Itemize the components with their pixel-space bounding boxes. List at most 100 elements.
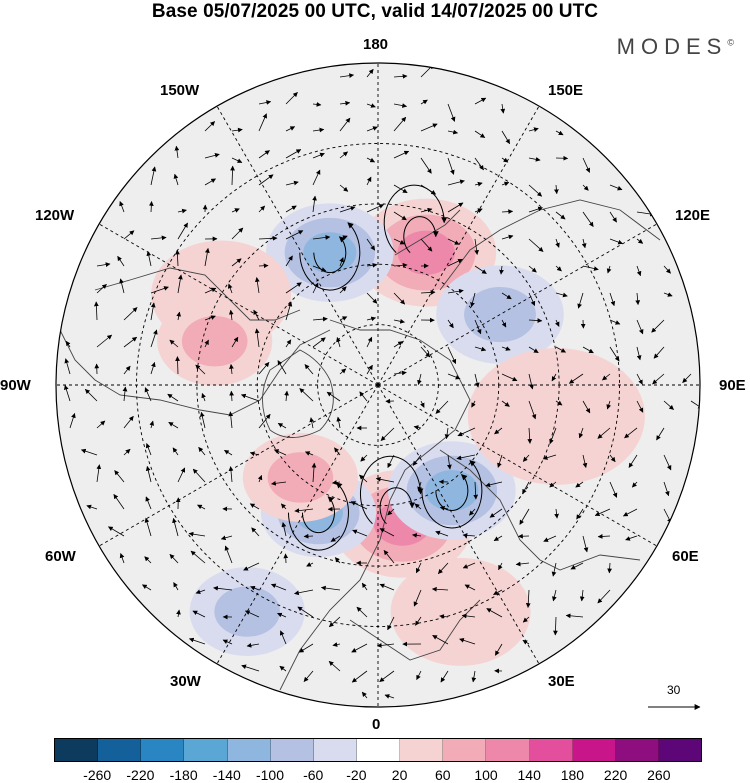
wind-vector: [254, 328, 260, 348]
wind-vector: [420, 157, 432, 174]
wind-vector: [195, 364, 206, 375]
anomaly-contour: [303, 232, 357, 274]
wind-vector: [384, 694, 395, 699]
wind-vector: [387, 454, 395, 469]
wind-vector: [279, 665, 287, 672]
lon-label-0: 0: [372, 716, 381, 733]
wind-vector: [602, 373, 611, 381]
wind-vector: [582, 346, 594, 354]
wind-vector: [144, 556, 152, 564]
wind-vector: [285, 282, 302, 294]
wind-vector: [339, 206, 356, 213]
colorbar-tick-label: 220: [603, 767, 628, 783]
wind-vector: [459, 638, 476, 645]
wind-vector: [258, 113, 267, 132]
wind-vector: [501, 130, 511, 145]
wind-vector: [123, 415, 134, 429]
wind-vector: [96, 283, 107, 294]
wind-vector: [177, 274, 183, 294]
wind-vector: [485, 481, 503, 488]
wind-vector: [311, 462, 317, 483]
wind-vector: [246, 642, 260, 648]
wind-vector: [339, 316, 348, 321]
wind-vector: [431, 586, 449, 592]
wind-vector: [177, 208, 187, 214]
wind-vector: [229, 363, 234, 375]
wind-vector: [253, 309, 260, 321]
wind-vector: [522, 639, 530, 645]
wind-vector: [167, 393, 179, 402]
wind-vector: [312, 127, 325, 133]
colorbar-cell: [98, 739, 142, 761]
wind-vector: [306, 562, 314, 567]
wind-vector: [119, 278, 125, 294]
wind-vector: [447, 319, 454, 329]
wind-vector: [285, 255, 293, 267]
circulation-streamlines: [287, 184, 483, 551]
wind-vector: [489, 508, 503, 518]
wind-vector: [379, 670, 395, 683]
wind-vector: [360, 454, 368, 462]
wind-vector: [366, 364, 373, 375]
wind-vector: [515, 561, 530, 567]
wind-vector: [497, 454, 503, 468]
wind-vector: [366, 103, 376, 108]
colorbar-tick-label: 140: [517, 767, 541, 783]
wind-vector: [594, 508, 611, 516]
wind-vector: [555, 400, 563, 406]
wind-vector: [279, 630, 287, 645]
wind-vector: [230, 165, 235, 186]
colorbar-tick-label: 60: [435, 767, 451, 783]
wind-vector: [117, 255, 125, 267]
wind-vector: [227, 283, 233, 294]
wind-vector: [93, 301, 99, 321]
wind-vector: [222, 639, 233, 645]
wind-vector: [501, 234, 514, 240]
wind-vector: [285, 180, 299, 186]
wind-vector: [631, 481, 638, 488]
wind-vector: [420, 290, 436, 295]
wind-vector: [175, 356, 180, 375]
wind-vector: [656, 427, 665, 441]
wind-vector: [198, 446, 206, 456]
wind-vector: [146, 250, 152, 267]
wind-vector: [462, 532, 476, 538]
wind-vector: [141, 584, 152, 591]
wind-vector: [96, 334, 113, 348]
circulation-swirl: [313, 236, 347, 274]
wind-vector: [243, 562, 260, 571]
circulation-swirl: [403, 216, 439, 253]
wind-vector: [150, 302, 156, 321]
wind-vector: [304, 451, 314, 456]
wind-vector: [356, 606, 368, 618]
wind-vector: [609, 346, 620, 362]
wind-vector: [471, 400, 476, 408]
wind-vector: [555, 292, 568, 298]
wind-vector: [231, 227, 244, 240]
wind-vector: [284, 390, 289, 402]
wind-vector: [312, 195, 317, 213]
wind-vector: [339, 73, 355, 79]
wind-vector: [393, 262, 408, 268]
wind-vector: [258, 205, 266, 213]
wind-vector: [435, 530, 449, 537]
wind-vector: [415, 616, 422, 626]
wind-vector: [285, 230, 304, 240]
wind-vector: [175, 249, 180, 267]
lon-label-120w: 120W: [35, 207, 75, 224]
wind-vector: [254, 277, 260, 294]
anomaly-contour: [397, 230, 455, 275]
wind-vector: [474, 97, 487, 105]
wind-vector: [528, 292, 536, 307]
colorbar-cell: [227, 739, 271, 761]
wind-vector: [123, 448, 131, 456]
wind-vector: [474, 265, 487, 274]
wind-vector: [597, 534, 611, 539]
wind-vector: [528, 346, 539, 354]
wind-vector: [500, 103, 506, 114]
wind-vector: [464, 584, 476, 591]
wind-vector: [549, 427, 557, 445]
wind-vector: [624, 427, 638, 439]
wind-vector: [86, 504, 98, 510]
circulation-swirl: [421, 460, 483, 529]
